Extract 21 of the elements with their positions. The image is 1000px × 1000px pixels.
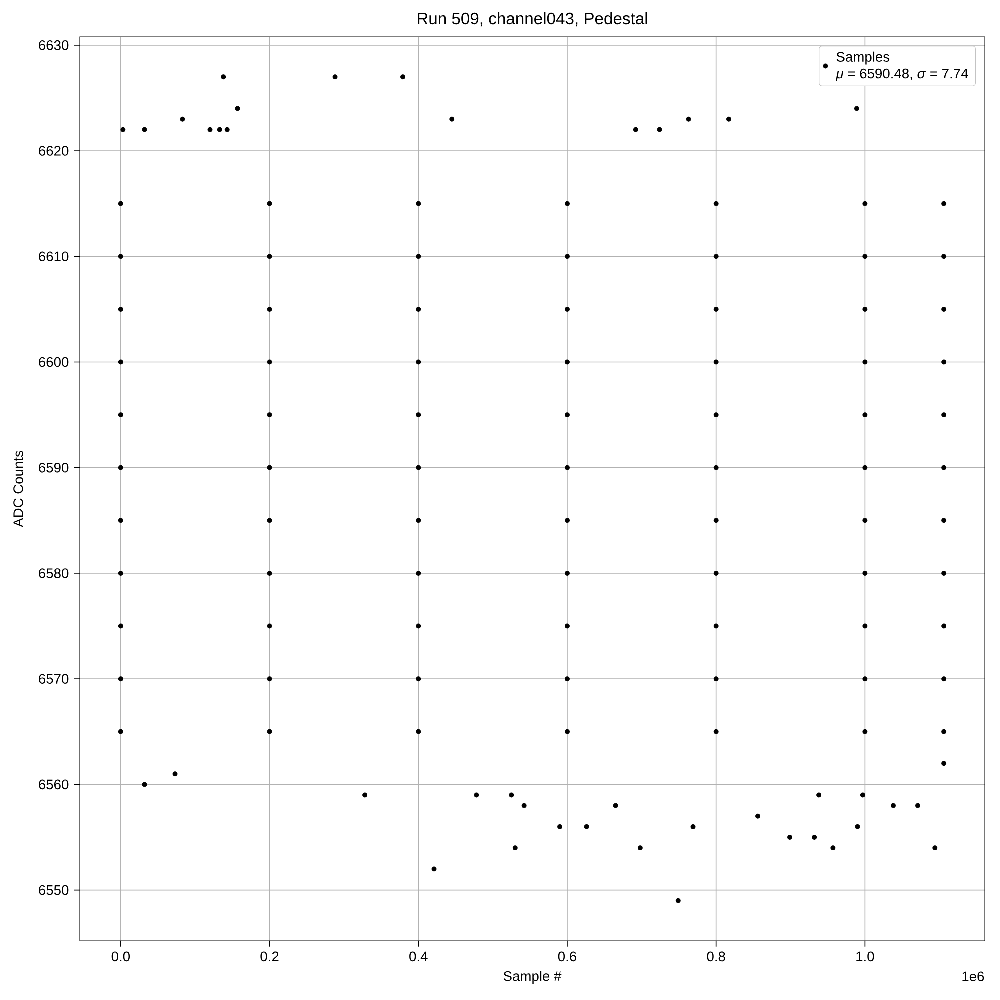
x-tick-label: 0.2 bbox=[260, 952, 279, 962]
y-tick-label: 6550 bbox=[39, 885, 69, 896]
y-tick-label: 6600 bbox=[39, 357, 69, 368]
x-tick-label: 0.8 bbox=[707, 952, 726, 962]
legend-label: Samples bbox=[836, 52, 890, 65]
y-tick-label: 6610 bbox=[39, 252, 69, 262]
y-tick-label: 6620 bbox=[39, 146, 69, 156]
y-tick-label: 6580 bbox=[39, 568, 69, 578]
y-tick-label: 6570 bbox=[39, 674, 69, 684]
x-tick-label: 0.6 bbox=[558, 952, 577, 962]
text: 1e6 bbox=[962, 972, 984, 982]
annotation: μ = 6590.48, σ = 7.74 bbox=[836, 68, 968, 82]
y-tick-label: 6590 bbox=[39, 462, 69, 473]
x-tick-label: 0.0 bbox=[112, 952, 130, 962]
x-tick-label: 1.0 bbox=[856, 952, 874, 962]
x-tick-label: 0.4 bbox=[410, 952, 428, 962]
y-tick-label: 6630 bbox=[39, 40, 69, 50]
x-axis-title: Sample # bbox=[504, 971, 562, 984]
chart-title: Run 509, channel043, Pedestal bbox=[418, 12, 648, 27]
y-axis-title: ADC Counts bbox=[14, 451, 24, 528]
y-tick-label: 6560 bbox=[39, 780, 69, 790]
